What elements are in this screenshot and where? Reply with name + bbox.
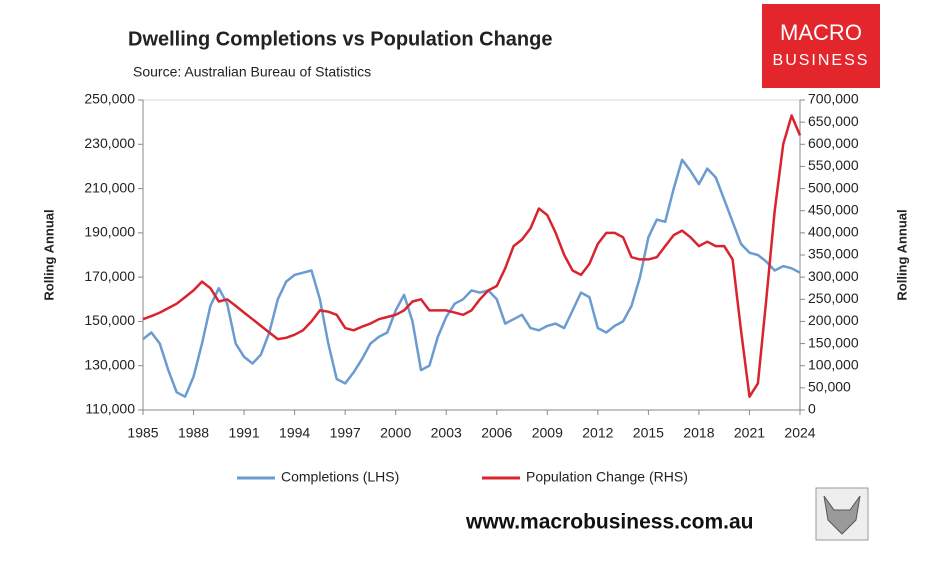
legend-label: Completions (LHS) (281, 469, 399, 485)
y2-tick-label: 550,000 (808, 157, 859, 173)
y2-tick-label: 200,000 (808, 312, 859, 328)
x-tick-label: 2015 (633, 425, 664, 441)
series-line (142, 158, 801, 398)
y-tick-label: 190,000 (84, 224, 135, 240)
y2-tick-label: 650,000 (808, 113, 859, 129)
x-tick-label: 2024 (784, 425, 815, 441)
series-line (142, 114, 802, 398)
y2-tick-label: 100,000 (808, 356, 859, 372)
y2-tick-label: 300,000 (808, 268, 859, 284)
x-tick-label: 1985 (127, 425, 158, 441)
y2-tick-label: 700,000 (808, 91, 859, 107)
y2-tick-label: 600,000 (808, 135, 859, 151)
y-tick-label: 210,000 (84, 179, 135, 195)
chart-title: Dwelling Completions vs Population Chang… (128, 28, 552, 50)
y-tick-label: 250,000 (84, 91, 135, 107)
chart-subtitle: Source: Australian Bureau of Statistics (133, 64, 371, 80)
y2-tick-label: 450,000 (808, 201, 859, 217)
footer-url: www.macrobusiness.com.au (465, 511, 753, 534)
y-tick-label: 150,000 (84, 312, 135, 328)
x-tick-label: 2018 (683, 425, 714, 441)
y2-tick-label: 0 (808, 401, 816, 417)
y-tick-label: 110,000 (85, 401, 135, 417)
y-tick-label: 130,000 (84, 356, 135, 372)
fox-icon (815, 487, 869, 541)
y-tick-label: 170,000 (84, 268, 135, 284)
y2-tick-label: 50,000 (808, 379, 851, 395)
x-tick-label: 2003 (431, 425, 462, 441)
x-tick-label: 2000 (380, 425, 411, 441)
x-tick-label: 1988 (178, 425, 209, 441)
x-tick-label: 1994 (279, 425, 310, 441)
logo-box (762, 4, 880, 88)
logo-text: BUSINESS (773, 52, 870, 69)
y-axis-label: Rolling Annual (41, 209, 56, 300)
y2-axis-label: Rolling Annual (894, 209, 909, 300)
x-tick-label: 2021 (734, 425, 765, 441)
x-tick-label: 1997 (330, 425, 361, 441)
y-tick-label: 230,000 (84, 135, 135, 151)
x-tick-label: 1991 (228, 425, 259, 441)
x-tick-label: 2006 (481, 425, 512, 441)
y2-tick-label: 150,000 (808, 334, 859, 350)
y2-tick-label: 400,000 (808, 224, 859, 240)
x-tick-label: 2009 (532, 425, 563, 441)
x-tick-label: 2012 (582, 425, 613, 441)
y2-tick-label: 500,000 (808, 179, 859, 195)
y2-tick-label: 350,000 (808, 246, 859, 262)
legend-label: Population Change (RHS) (526, 469, 688, 485)
logo-text: MACRO (780, 20, 862, 45)
plot-frame (142, 99, 801, 411)
y2-tick-label: 250,000 (808, 290, 859, 306)
